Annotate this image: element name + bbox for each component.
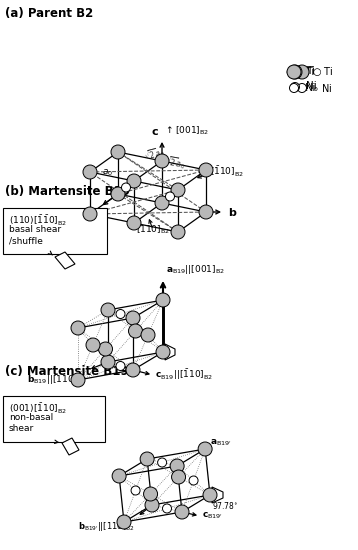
Text: $\mathbf{c}$: $\mathbf{c}$ [151, 127, 159, 137]
Text: non-basal: non-basal [9, 413, 53, 422]
Circle shape [288, 65, 302, 79]
Text: (b) Martensite B19: (b) Martensite B19 [5, 185, 130, 198]
Text: $\bullet$: $\bullet$ [284, 69, 289, 74]
Text: $\sqrt{2}a_0$: $\sqrt{2}a_0$ [142, 144, 166, 164]
Circle shape [112, 469, 126, 483]
Circle shape [290, 84, 299, 92]
Text: $[110]_{\mathrm{B2}}$: $[110]_{\mathrm{B2}}$ [136, 224, 170, 236]
Circle shape [156, 345, 170, 359]
Circle shape [145, 498, 159, 512]
Circle shape [140, 452, 154, 466]
Text: $\mathbf{a}_{\mathrm{B19^{\prime}}}$: $\mathbf{a}_{\mathrm{B19^{\prime}}}$ [210, 437, 232, 448]
Text: $\uparrow[001]_{\mathrm{B2}}$: $\uparrow[001]_{\mathrm{B2}}$ [164, 124, 209, 137]
Circle shape [144, 487, 158, 501]
Circle shape [126, 363, 140, 377]
Circle shape [111, 145, 125, 159]
Polygon shape [165, 344, 175, 360]
Text: /shuffle: /shuffle [9, 236, 43, 245]
Circle shape [156, 293, 170, 307]
Polygon shape [212, 487, 223, 503]
Circle shape [189, 476, 198, 485]
Circle shape [158, 458, 166, 467]
Text: $\mathbf{b}_{\mathrm{B19^{\prime}}}||[110]_{\mathrm{B2}}$: $\mathbf{b}_{\mathrm{B19^{\prime}}}||[11… [78, 520, 135, 533]
Circle shape [171, 183, 185, 197]
Text: $\mathbf{a}_{\mathrm{B19}}||[001]_{\mathrm{B2}}$: $\mathbf{a}_{\mathrm{B19}}||[001]_{\math… [166, 263, 225, 276]
Text: shear: shear [9, 424, 34, 433]
Text: $\mathbf{c}_{\mathrm{B19^{\prime}}}$: $\mathbf{c}_{\mathrm{B19^{\prime}}}$ [202, 511, 223, 521]
Text: $(110)[\bar{1}\bar{1}0]_{\mathrm{B2}}$: $(110)[\bar{1}\bar{1}0]_{\mathrm{B2}}$ [9, 214, 67, 228]
Circle shape [175, 505, 189, 519]
Circle shape [199, 163, 213, 177]
Circle shape [116, 310, 125, 318]
Circle shape [287, 65, 301, 79]
Circle shape [86, 338, 100, 352]
Text: Ti: Ti [305, 67, 314, 77]
Circle shape [295, 65, 309, 79]
Text: Ti: Ti [306, 66, 315, 76]
Circle shape [198, 442, 212, 456]
Circle shape [121, 183, 131, 192]
Text: (a) Parent B2: (a) Parent B2 [5, 7, 93, 20]
Text: Ni: Ni [306, 81, 317, 91]
FancyBboxPatch shape [3, 208, 107, 254]
Text: $[\bar{1}10]_{\mathrm{B2}}$: $[\bar{1}10]_{\mathrm{B2}}$ [210, 165, 244, 179]
Polygon shape [62, 438, 79, 455]
Circle shape [127, 174, 141, 188]
Circle shape [71, 373, 85, 387]
Circle shape [71, 321, 85, 335]
Circle shape [199, 205, 213, 219]
Circle shape [127, 216, 141, 230]
Text: $\mathbf{c}_{\mathrm{B19}}||[\bar{1}10]_{\mathrm{B2}}$: $\mathbf{c}_{\mathrm{B19}}||[\bar{1}10]_… [155, 367, 213, 382]
Text: $\circ$: $\circ$ [284, 81, 291, 91]
Text: $(001)[\bar{1}10]_{\mathrm{B2}}$: $(001)[\bar{1}10]_{\mathrm{B2}}$ [9, 402, 67, 416]
Polygon shape [55, 252, 75, 269]
Circle shape [129, 324, 142, 338]
Circle shape [126, 311, 140, 325]
Circle shape [141, 328, 155, 342]
Circle shape [170, 459, 184, 473]
Circle shape [111, 187, 125, 201]
Text: Ni: Ni [305, 83, 316, 93]
Text: $\bigcirc$ Ti: $\bigcirc$ Ti [312, 65, 333, 79]
Text: $\mathbf{a}$: $\mathbf{a}$ [87, 209, 96, 219]
Circle shape [163, 504, 171, 513]
Text: $\mathbf{b}$: $\mathbf{b}$ [228, 206, 237, 218]
Circle shape [116, 361, 125, 371]
Circle shape [83, 165, 97, 179]
Text: (c) Martensite B19': (c) Martensite B19' [5, 365, 132, 378]
Circle shape [83, 207, 97, 221]
Text: $\mathbf{b}_{\mathrm{B19}}||[110]_{\mathrm{B2}}$: $\mathbf{b}_{\mathrm{B19}}||[110]_{\math… [27, 373, 86, 386]
Circle shape [155, 154, 169, 168]
Circle shape [165, 192, 174, 201]
Text: $\circ$ Ni: $\circ$ Ni [312, 82, 332, 94]
Text: basal shear: basal shear [9, 225, 61, 234]
Circle shape [131, 486, 140, 495]
Circle shape [171, 470, 185, 484]
Circle shape [290, 82, 300, 91]
Circle shape [101, 303, 115, 317]
Circle shape [203, 488, 217, 502]
Circle shape [98, 342, 112, 356]
Circle shape [155, 196, 169, 210]
FancyBboxPatch shape [3, 396, 105, 442]
Circle shape [171, 225, 185, 239]
Circle shape [101, 355, 115, 369]
Text: $a_0$: $a_0$ [102, 168, 113, 178]
Circle shape [297, 84, 306, 92]
Text: 97.78$^{\circ}$: 97.78$^{\circ}$ [212, 500, 238, 511]
Circle shape [117, 515, 131, 529]
Text: $\sqrt{2}a_0$: $\sqrt{2}a_0$ [163, 154, 187, 172]
